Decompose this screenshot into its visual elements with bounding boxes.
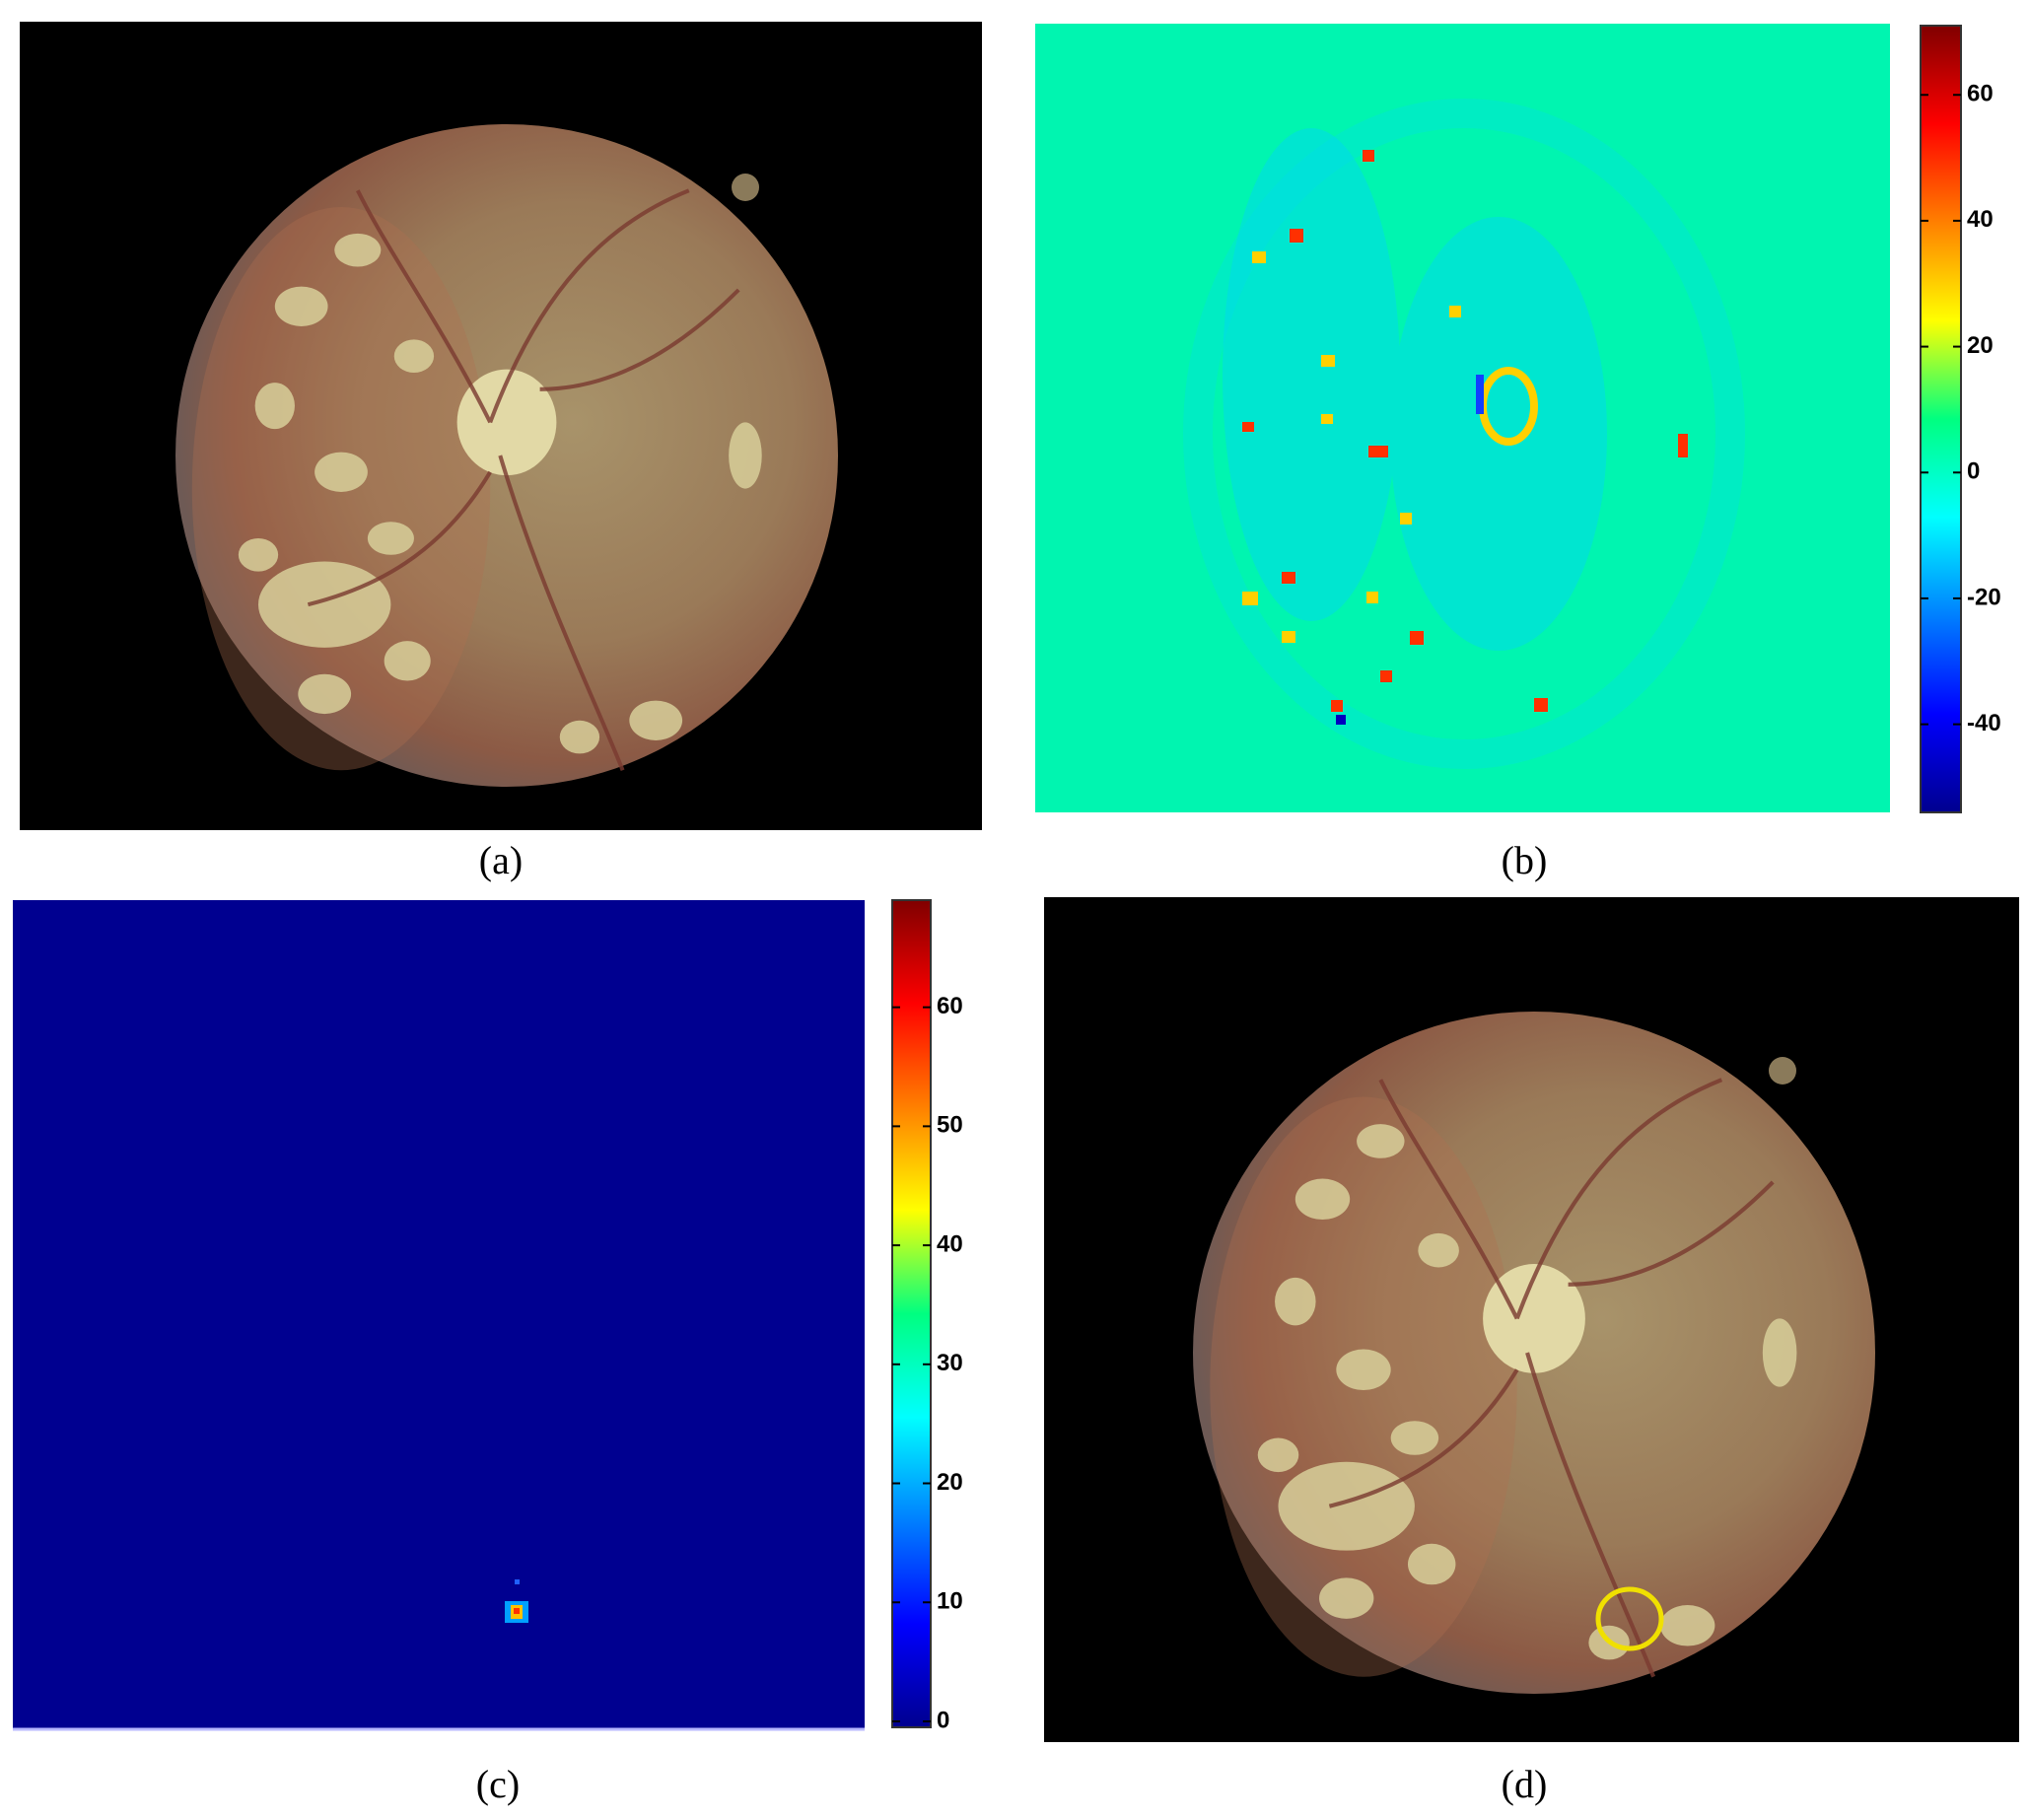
colorbar-tick-label: 0 <box>937 1707 949 1733</box>
fundus-notch <box>1769 1057 1796 1085</box>
colorbar-b <box>1920 25 1962 813</box>
colorbar-tick-label: 30 <box>937 1350 963 1376</box>
colorbar-tick-label: -40 <box>1967 710 2001 736</box>
colorbar-tick-label: 60 <box>1967 81 1994 107</box>
colorbar-tick-label: -20 <box>1967 584 2001 610</box>
panel-label: (c) <box>476 1762 520 1806</box>
colorbar-c-axis: 60 50 40 30 20 10 0 <box>892 993 963 1733</box>
colorbar-c <box>891 899 932 1728</box>
response-map <box>1183 99 1745 769</box>
lesion-marker <box>1595 1586 1664 1651</box>
detection-spot <box>505 1579 528 1623</box>
colorbar-tick-label: 0 <box>1967 458 1980 485</box>
fundus-notch <box>732 174 759 201</box>
colorbar-tick-label: 10 <box>937 1588 963 1615</box>
panel-label: (d) <box>1502 1762 1548 1806</box>
panel-label: (b) <box>1502 838 1548 882</box>
colorbar-b-axis: 60 40 20 0 -20 -40 <box>1921 81 2001 736</box>
colorbar-tick-label: 40 <box>1967 206 1994 233</box>
colorbar-tick-label: 20 <box>1967 332 1994 359</box>
fundus-image <box>1193 1012 1875 1694</box>
panel-label: (a) <box>479 838 523 882</box>
panel-c-background <box>13 900 865 1729</box>
colorbar-tick-label: 50 <box>937 1112 963 1139</box>
colorbar-tick-label: 40 <box>937 1230 963 1257</box>
fundus-image <box>175 124 838 787</box>
colorbar-tick-label: 20 <box>937 1469 963 1496</box>
colorbar-tick-label: 60 <box>937 993 963 1019</box>
